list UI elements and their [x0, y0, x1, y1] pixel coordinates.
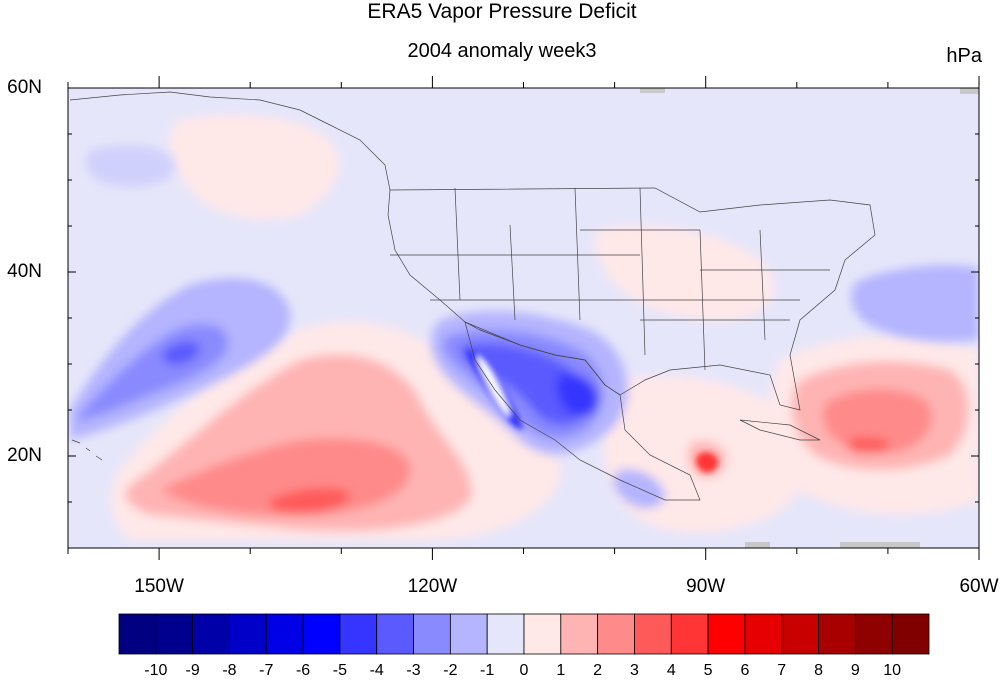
colorbar-swatch	[376, 613, 414, 655]
colorbar-swatch	[597, 613, 635, 655]
canada-coast	[329, 124, 391, 191]
missing-data-patches	[640, 88, 979, 548]
colorbar-tick-label: 5	[703, 662, 713, 679]
missing-data-patch	[745, 542, 770, 548]
colorbar-tick-label: 7	[777, 662, 787, 679]
colorbar-swatch	[781, 613, 819, 655]
colorbar-tick-label: -5	[332, 662, 348, 679]
baja-anomaly	[465, 350, 523, 430]
colorbar-swatch	[339, 613, 378, 655]
baja-light-anomaly	[477, 355, 511, 417]
lat-tick-label: 40N	[7, 261, 42, 282]
colorbar-tick-label: -6	[295, 662, 311, 679]
caribbean-peak-anomaly	[696, 452, 719, 473]
lat-tick-label: 60N	[7, 77, 42, 98]
missing-data-patch	[640, 88, 665, 93]
colorbar-swatch	[486, 613, 525, 655]
chart-subtitle: 2004 anomaly week3	[407, 40, 597, 62]
political-boundaries	[69, 91, 876, 501]
units-label: hPa	[946, 45, 982, 67]
colorbar-tick-label: 6	[740, 662, 750, 679]
colorbar-tick-label: 2	[593, 662, 603, 679]
colorbar-swatch	[413, 613, 451, 655]
colorbar-swatch	[449, 613, 488, 655]
colorbar-swatch	[670, 613, 709, 655]
hotspot-regions	[696, 452, 719, 473]
central-us-positive-anomaly	[594, 226, 775, 320]
colorbar-swatch	[634, 613, 672, 655]
colorbar-tick-label: 9	[850, 662, 860, 679]
anomaly-field	[68, 88, 979, 548]
colorbar-tick-label: 8	[814, 662, 823, 679]
colorbar-swatch	[744, 613, 783, 655]
mexico-peak-negative-anomaly	[557, 373, 599, 417]
lon-tick-label: 90W	[686, 576, 726, 597]
atlantic-negative-anomaly	[851, 265, 979, 342]
us-outline	[387, 187, 876, 411]
colorbar-swatch	[818, 613, 856, 655]
north-pacific-negative-anomaly	[85, 145, 175, 187]
colorbar	[118, 613, 930, 655]
colorbar-swatch	[155, 613, 194, 655]
alaska-coast	[69, 91, 331, 126]
colorbar-swatch	[523, 613, 562, 655]
colorbar-tick-label: 3	[630, 662, 639, 679]
colorbar-tick-label: -2	[443, 662, 458, 679]
state-lines	[390, 187, 830, 371]
colorbar-swatch	[560, 613, 599, 655]
colorbar-tick-label: -10	[144, 662, 168, 679]
colorbar-swatch	[118, 613, 157, 655]
lon-tick-label: 150W	[134, 576, 184, 597]
hawaii-islands	[71, 439, 103, 461]
colorbar-tick-label: 4	[666, 662, 676, 679]
lon-tick-label: 60W	[959, 576, 999, 597]
colorbar-swatch	[302, 613, 341, 655]
axis-ticks	[67, 76, 980, 560]
chart-title: ERA5 Vapor Pressure Deficit	[367, 0, 637, 23]
colorbar-swatch	[229, 613, 267, 655]
north-pacific-positive-anomaly	[169, 115, 339, 219]
missing-data-patch	[840, 542, 920, 548]
colorbar-swatch	[854, 613, 893, 655]
colorbar-tick-label: -7	[259, 662, 274, 679]
mexico-outline	[464, 321, 701, 501]
lat-tick-label: 20N	[7, 445, 42, 466]
colorbar-swatch	[192, 613, 230, 655]
colorbar-tick-label: -4	[369, 662, 384, 679]
colorbar-tick-label: 10	[883, 662, 902, 679]
colorbar-swatch	[891, 613, 930, 655]
atlantic-strong-anomaly	[822, 388, 933, 454]
colorbar-tick-label: 1	[556, 662, 566, 679]
pacific-strong-negative-anomaly	[162, 341, 200, 366]
cuba-outline	[739, 419, 821, 441]
pacific-peak-anomaly	[269, 488, 351, 514]
colorbar-swatch	[707, 613, 746, 655]
colorbar-tick-label: -1	[480, 662, 495, 679]
colorbar-tick-label: 0	[519, 662, 529, 679]
southwest-strong-negative-anomaly	[461, 343, 588, 425]
missing-data-patch	[960, 88, 979, 94]
lon-tick-label: 120W	[407, 576, 458, 597]
colorbar-tick-label: -9	[185, 662, 200, 679]
atlantic-peak-anomaly	[846, 437, 890, 454]
negative-anomaly-regions	[70, 145, 979, 508]
colorbar-tick-label: -8	[222, 662, 237, 679]
colorbar-tick-label: -3	[406, 662, 421, 679]
colorbar-swatch	[265, 613, 304, 655]
